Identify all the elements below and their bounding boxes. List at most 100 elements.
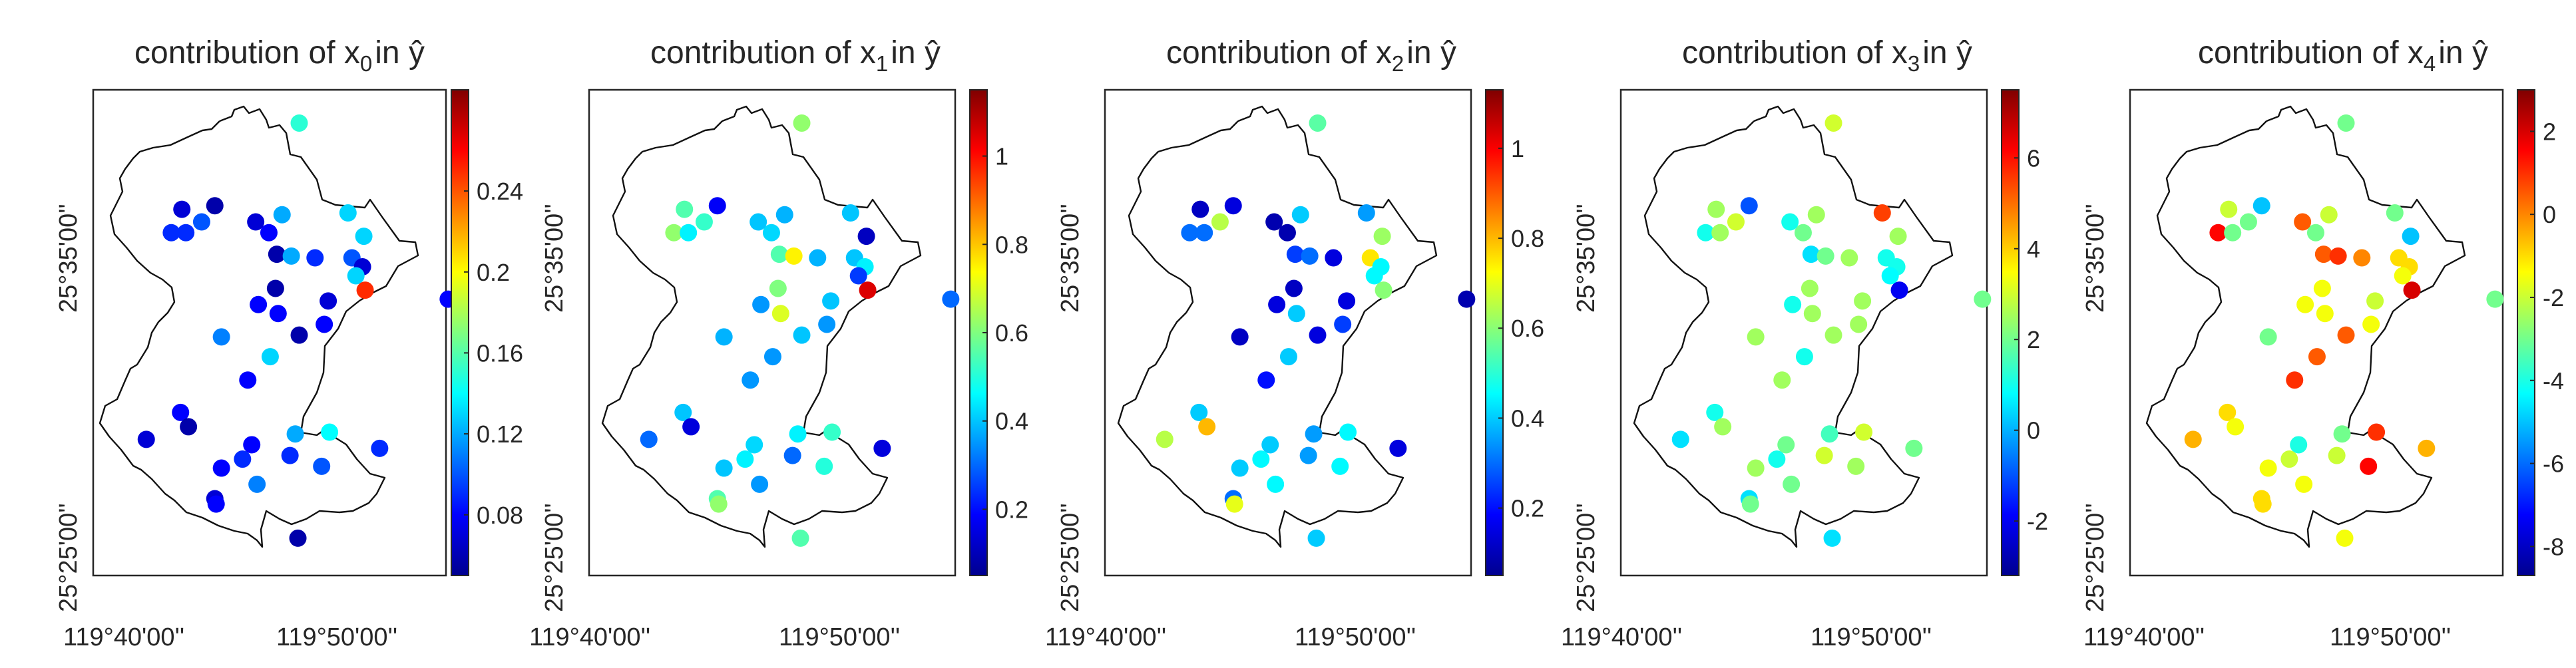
panel-1-point-11 (770, 246, 788, 263)
panel-0-point-17 (356, 281, 374, 299)
panel-1-point-24 (818, 315, 836, 333)
panel-3-colorbar-tick-label-2: 2 (2027, 326, 2040, 353)
panel-1-point-4 (676, 200, 694, 218)
panel-2-point-25 (1338, 292, 1356, 310)
panel-2-point-9 (1373, 228, 1391, 246)
panel-1-point-17 (859, 281, 877, 299)
panel-4-point-24 (2362, 315, 2380, 333)
panel-1-point-0 (793, 114, 811, 132)
panel-4-point-2 (2253, 197, 2270, 215)
panel-3-point-8 (1794, 224, 1812, 242)
panel-3-point-28 (1706, 403, 1724, 421)
panel-3-point-23 (1825, 326, 1842, 344)
panel-0-point-13 (306, 249, 324, 267)
panel-1-point-13 (809, 249, 827, 267)
panel-4-point-5 (2224, 224, 2242, 242)
panel-4-ytick-0: 25°25'00'' (2081, 503, 2109, 612)
panel-3-point-29 (1714, 418, 1732, 436)
panel-0-colorbar-tick-label-2: 0.16 (477, 339, 523, 367)
panel-3-point-34 (1747, 459, 1765, 477)
panel-1-title: contribution of x1in ŷ (650, 35, 941, 76)
panel-1-point-25 (822, 292, 840, 310)
panel-4-point-29 (2227, 418, 2245, 436)
panel-2-point-34 (1231, 459, 1249, 477)
panel-4-point-37 (2360, 457, 2378, 475)
panel-0-point-11 (268, 246, 286, 263)
panel-4-point-33 (2333, 425, 2351, 443)
panel-0-point-24 (316, 315, 333, 333)
panel-2-point-31 (1261, 436, 1279, 454)
panel-4-colorbar-ticks: -8 -6 -4 -2 0 2 (2530, 118, 2564, 560)
panel-2-point-27 (1257, 371, 1275, 389)
panel-4-colorbar-tick-label-5: 2 (2543, 118, 2556, 145)
panel-4-point-16 (2394, 267, 2412, 285)
panel-1-point-33 (789, 425, 807, 443)
panel-4-point-17 (2403, 281, 2421, 299)
panel-0-title: contribution of x0in ŷ (134, 35, 425, 76)
panel-1-point-22 (771, 305, 789, 323)
panel-3-point-24 (1850, 315, 1868, 333)
panel-3-point-21 (1747, 328, 1765, 346)
panel-4-point-4 (2220, 200, 2238, 218)
panel-4-point-3 (2209, 224, 2227, 242)
panel-2-point-10 (1265, 213, 1283, 231)
panel-3-title: contribution of x3in ŷ (1682, 35, 1972, 76)
panel-2-coastline (1117, 105, 1438, 548)
panel-3-colorbar (2001, 89, 2020, 576)
panel-0-point-5 (177, 224, 195, 242)
panel-3-point-2 (1740, 197, 1758, 215)
panel-4-point-11 (2314, 246, 2332, 263)
panel-0-xtick-1: 119°50'00'' (276, 623, 397, 651)
panel-2-point-37 (1331, 457, 1349, 475)
panel-2-xtick-1: 119°50'00'' (1295, 623, 1416, 651)
panel-4-point-13 (2353, 249, 2371, 267)
panel-1-point-28 (674, 403, 692, 421)
panel-0-point-30 (137, 430, 155, 448)
panel-4-colorbar-tick-label-3: -2 (2543, 284, 2564, 311)
panel-1-point-6 (775, 206, 793, 224)
panel-4-xtick-0: 119°40'00'' (2083, 623, 2205, 651)
panel-0-point-39 (281, 446, 299, 464)
panel-1-point-31 (746, 436, 763, 454)
panel-3-point-19 (1801, 279, 1819, 297)
panel-4-point-30 (2184, 430, 2202, 448)
panel-1-point-26 (763, 348, 781, 366)
panel-4-coastline (2145, 105, 2466, 548)
panel-4-points (2184, 114, 2504, 547)
panel-1: contribution of x1in ŷ 119°40'00'' 119°5… (529, 35, 1028, 651)
panel-3-point-16 (1881, 267, 1899, 285)
panel-2-point-5 (1195, 224, 1213, 242)
panel-3-point-42 (1741, 495, 1759, 513)
panel-1-point-20 (752, 295, 770, 313)
panel-1-point-9 (857, 228, 875, 246)
panel-3-ytick-0: 25°25'00'' (1572, 503, 1600, 612)
panel-0-point-20 (250, 295, 268, 313)
panel-0-point-28 (172, 403, 190, 421)
panel-0-points (137, 114, 457, 547)
panel-0-colorbar-tick-label-3: 0.2 (477, 259, 510, 286)
panel-0-colorbar-tick-label-0: 0.08 (477, 502, 523, 529)
panel-2-point-16 (1365, 267, 1383, 285)
panel-3-colorbar-tick-label-1: 0 (2027, 417, 2040, 444)
panel-2-colorbar-tick-label-4: 1 (1511, 135, 1524, 162)
panel-4-point-7 (2386, 204, 2404, 222)
panel-0-point-22 (269, 305, 287, 323)
panel-1-point-18 (942, 290, 960, 308)
panel-3-point-3 (1697, 224, 1715, 242)
panel-4-point-26 (2308, 348, 2326, 366)
panel-4-point-21 (2259, 328, 2277, 346)
panel-1-point-40 (751, 475, 769, 493)
panel-0-point-21 (212, 328, 230, 346)
panel-0-point-40 (248, 475, 266, 493)
panel-0-point-3 (162, 224, 180, 242)
panel-1-xtick-0: 119°40'00'' (529, 623, 650, 651)
panel-0-plot-area (92, 88, 447, 577)
panel-2-point-33 (1305, 425, 1323, 443)
panel-2-point-42 (1225, 495, 1243, 513)
panel-0-point-23 (290, 326, 308, 344)
panel-3-point-40 (1783, 475, 1801, 493)
panel-4-point-40 (2295, 475, 2313, 493)
panel-4-point-8 (2306, 224, 2324, 242)
panel-3-point-36 (1855, 423, 1873, 441)
panel-1-point-32 (736, 450, 754, 468)
